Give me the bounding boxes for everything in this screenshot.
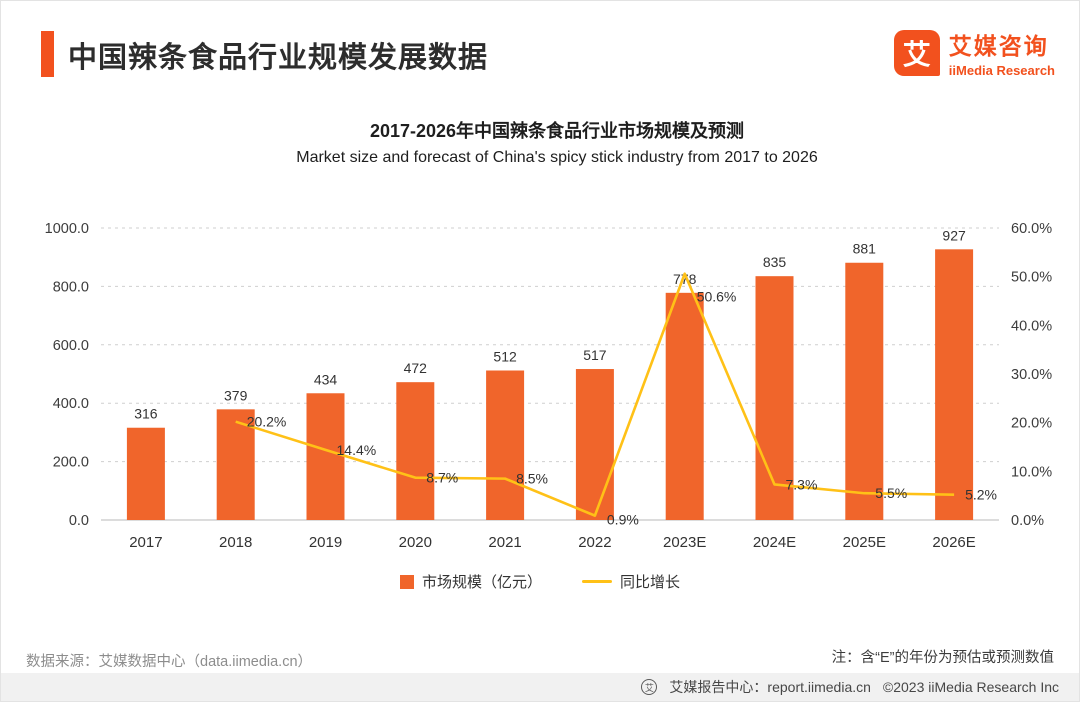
y-axis-left-tick: 200.0 bbox=[53, 455, 89, 471]
combo-chart: 1000.0 800.0 600.0 400.0 200.0 0.0 60.0% 50.0% 4… bbox=[45, 221, 1053, 551]
brand-logo: 艾 艾媒咨询 iiMedia Research bbox=[893, 27, 1055, 78]
growth-value-label: 8.5% bbox=[516, 471, 548, 487]
x-axis-label: 2017 bbox=[129, 534, 162, 551]
bar-legend-swatch-icon bbox=[399, 574, 414, 589]
bar-value-label: 517 bbox=[583, 347, 607, 363]
growth-line bbox=[235, 272, 955, 517]
bar-value-label: 881 bbox=[853, 241, 877, 257]
growth-value-label: 5.5% bbox=[875, 485, 907, 501]
bar-value-label: 512 bbox=[493, 348, 517, 364]
bar-2024E bbox=[755, 276, 794, 520]
y-axis-left-tick: 1000.0 bbox=[45, 221, 89, 237]
x-axis-label: 2024E bbox=[753, 534, 796, 551]
y-axis-left-tick: 0.0 bbox=[69, 513, 89, 529]
bottom-bar: 艾 艾媒报告中心：report.iimedia.cn ©2023 iiMedia… bbox=[1, 673, 1079, 701]
bar-value-label: 472 bbox=[404, 360, 428, 376]
y-axis-right-tick: 0.0% bbox=[1011, 513, 1044, 529]
report-center-text: 艾媒报告中心：report.iimedia.cn bbox=[669, 679, 871, 695]
y-axis-left-tick: 600.0 bbox=[53, 338, 89, 354]
y-axis-right-tick: 40.0% bbox=[1011, 318, 1052, 334]
legend-label: 市场规模（亿元） bbox=[421, 574, 542, 591]
line-legend-swatch-icon bbox=[582, 580, 612, 583]
bar-value-label: 927 bbox=[942, 227, 966, 243]
bar-value-label: 778 bbox=[673, 271, 697, 287]
x-axis-label: 2022 bbox=[578, 534, 611, 551]
chart-subtitle: Market size and forecast of China's spic… bbox=[296, 149, 818, 166]
bar-value-label: 316 bbox=[134, 406, 158, 422]
y-axis-left-tick: 400.0 bbox=[53, 396, 89, 412]
x-axis-label: 2026E bbox=[932, 534, 975, 551]
brand-logo-icon: 艾 bbox=[893, 29, 940, 76]
x-axis-label: 2020 bbox=[399, 534, 432, 551]
brand-subtitle: iiMedia Research bbox=[948, 63, 1055, 78]
brand-logo-text: 艾媒咨询 iiMedia Research bbox=[949, 27, 1055, 78]
x-axis-label: 2025E bbox=[843, 534, 886, 551]
bar-value-label: 835 bbox=[763, 254, 787, 270]
growth-value-label: 14.4% bbox=[337, 442, 377, 458]
bar-value-label: 379 bbox=[224, 387, 248, 403]
bar-2026E bbox=[935, 249, 974, 521]
bar-2025E bbox=[845, 262, 884, 520]
y-axis-right-tick: 20.0% bbox=[1011, 416, 1052, 432]
growth-value-label: 8.7% bbox=[426, 470, 458, 486]
bar-2017 bbox=[126, 427, 165, 520]
brand-logo-glyph: 艾 bbox=[902, 38, 931, 70]
y-axis-right-tick: 60.0% bbox=[1011, 221, 1052, 237]
estimate-note-text: 注：含“E”的年份为预估或预测数值 bbox=[831, 650, 1054, 666]
legend-item-market-size: 市场规模（亿元） bbox=[399, 571, 542, 592]
y-axis-right-tick: 30.0% bbox=[1011, 367, 1052, 383]
title-accent-bar bbox=[41, 31, 54, 77]
iimedia-badge-icon: 艾 bbox=[641, 679, 658, 695]
bar-2018 bbox=[216, 409, 255, 520]
chart-legend: 市场规模（亿元） 同比增长 bbox=[1, 571, 1079, 592]
legend-item-growth: 同比增长 bbox=[582, 571, 680, 592]
x-axis-label: 2019 bbox=[309, 534, 342, 551]
growth-value-label: 5.2% bbox=[965, 487, 997, 503]
legend-label: 同比增长 bbox=[620, 574, 681, 591]
bar-2019 bbox=[306, 393, 345, 520]
x-axis-label: 2023E bbox=[663, 534, 706, 551]
growth-value-label: 20.2% bbox=[247, 414, 287, 430]
bar-2021 bbox=[486, 370, 525, 520]
bar-value-label: 434 bbox=[314, 371, 338, 387]
brand-name: 艾媒咨询 bbox=[948, 33, 1049, 59]
iimedia-badge-glyph: 艾 bbox=[644, 682, 654, 693]
x-axis-label: 2018 bbox=[219, 534, 252, 551]
bar-2023E bbox=[665, 292, 704, 520]
bar-2022 bbox=[575, 369, 614, 520]
y-axis-right-tick: 10.0% bbox=[1011, 464, 1052, 480]
growth-value-label: 0.9% bbox=[607, 512, 639, 528]
data-source-text: 数据来源：艾媒数据中心（data.iimedia.cn） bbox=[26, 654, 313, 670]
copyright-text: ©2023 iiMedia Research Inc bbox=[882, 679, 1059, 695]
page-title: 中国辣条食品行业规模发展数据 bbox=[68, 42, 489, 74]
x-axis-label: 2021 bbox=[488, 534, 521, 551]
growth-value-label: 7.3% bbox=[786, 476, 818, 492]
growth-value-label: 50.6% bbox=[697, 289, 737, 305]
y-axis-left-tick: 800.0 bbox=[53, 279, 89, 295]
chart-title: 2017-2026年中国辣条食品行业市场规模及预测 bbox=[369, 121, 745, 141]
y-axis-right-tick: 50.0% bbox=[1011, 270, 1052, 286]
bar-2020 bbox=[396, 382, 435, 520]
